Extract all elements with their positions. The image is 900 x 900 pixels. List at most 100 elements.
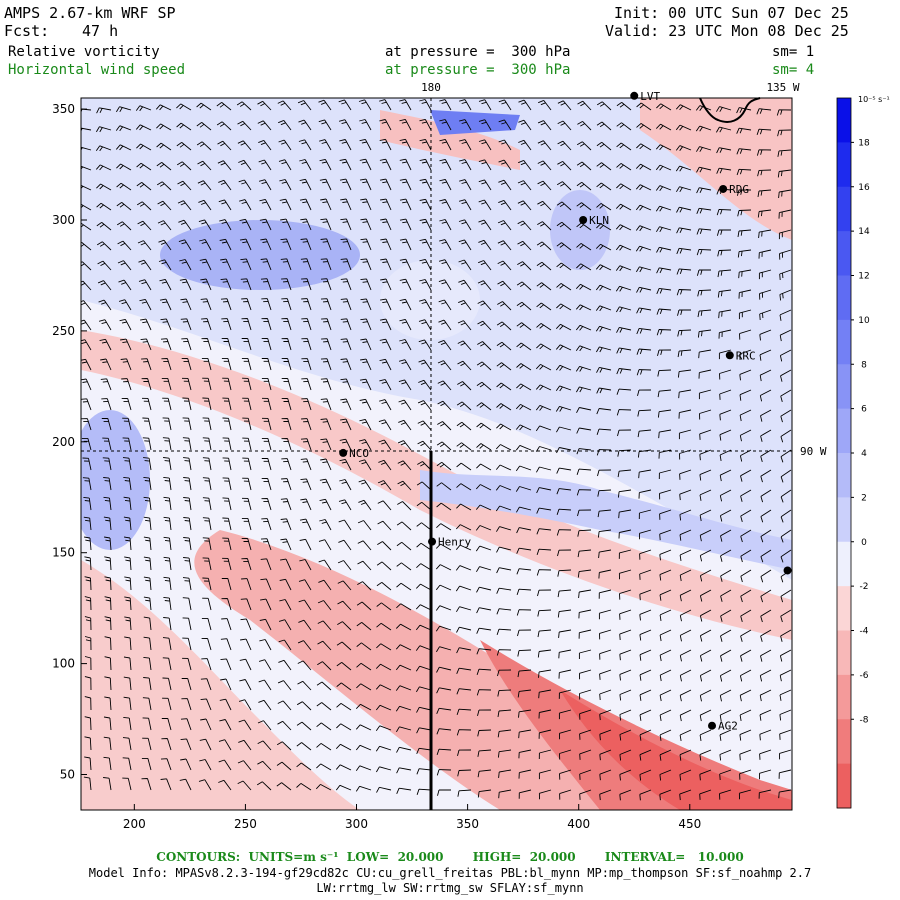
wind-barb (638, 489, 652, 499)
wind-barb (577, 569, 592, 578)
wind-barb (240, 258, 252, 271)
wind-barb (619, 709, 632, 721)
wind-barb (359, 378, 372, 391)
wind-barb (719, 669, 732, 682)
wind-barb (457, 769, 472, 777)
wind-barb (376, 602, 392, 611)
wind-barb (238, 739, 252, 751)
wind-barb (396, 746, 412, 753)
wind-barb (538, 729, 552, 739)
colorbar-swatch (837, 275, 851, 321)
x-tick-label: 200 (123, 817, 146, 831)
wind-barb (556, 508, 572, 515)
wind-barb (437, 380, 452, 391)
wind-barb (399, 118, 412, 131)
wind-barb (356, 601, 372, 611)
wind-barb (558, 709, 572, 720)
colorbar-swatch (837, 186, 851, 232)
wind-barb (180, 718, 192, 731)
wind-barb (277, 680, 292, 691)
wind-barb (457, 320, 472, 331)
wind-barb (277, 700, 292, 711)
wind-barb (241, 578, 252, 591)
wind-barb (458, 299, 472, 311)
wind-barb (300, 498, 312, 511)
wind-barb (376, 561, 392, 571)
wind-barb (181, 698, 192, 711)
wind-barb (281, 378, 292, 391)
wind-barb (737, 229, 752, 237)
wind-barb (104, 696, 112, 711)
wind-barb (299, 159, 312, 171)
colorbar-swatch (837, 586, 851, 631)
x-tick-label: 450 (678, 817, 701, 831)
wind-barb (280, 498, 292, 511)
wind-barb (399, 278, 412, 291)
wind-barb (518, 159, 532, 171)
wind-barb (599, 669, 612, 680)
wind-barb (716, 229, 732, 236)
wind-barb (699, 469, 712, 481)
wind-barb (578, 589, 592, 599)
wind-barb (659, 689, 672, 702)
wind-barb (518, 119, 532, 131)
wind-barb (241, 338, 252, 351)
wind-barb (376, 766, 392, 773)
wind-barb (537, 649, 552, 658)
wind-barb (279, 198, 292, 211)
wind-barb (478, 159, 492, 171)
wind-barb (301, 278, 312, 291)
wind-barb (496, 321, 512, 331)
wind-barb (338, 119, 352, 131)
wind-barb (120, 338, 132, 351)
wind-barb (655, 164, 672, 171)
wind-barb (698, 349, 712, 359)
wind-barb (163, 496, 172, 511)
wind-barb (639, 789, 652, 801)
wind-barb (699, 649, 712, 662)
wind-barb (181, 358, 192, 371)
wind-barb (124, 636, 132, 651)
wind-barb (699, 749, 712, 761)
wind-barb (439, 99, 452, 111)
wind-barb (242, 457, 252, 471)
wind-barb (656, 226, 672, 233)
valid-time: Valid: 23 UTC Mon 08 Dec 25 (605, 22, 849, 40)
wind-barb (636, 266, 652, 273)
wind-barb (340, 218, 352, 231)
wind-barb (699, 629, 712, 642)
wind-barb (136, 162, 152, 171)
wind-barb (737, 249, 752, 258)
wind-barb (639, 689, 652, 701)
wind-barb (200, 698, 212, 711)
wind-barb (639, 549, 652, 560)
wind-barb (319, 519, 332, 531)
wind-barb (196, 122, 212, 131)
wind-barb (779, 749, 792, 760)
wind-barb (579, 689, 592, 700)
wind-barb (415, 645, 432, 651)
wind-barb (200, 298, 212, 311)
wind-barb (677, 369, 692, 378)
wind-barb (478, 260, 492, 271)
wind-barb (258, 699, 272, 711)
wind-barb (436, 646, 452, 653)
wind-barb (299, 518, 312, 531)
wind-barb (156, 123, 172, 131)
wind-barb (103, 736, 112, 751)
wind-barb (516, 322, 532, 331)
wind-barb (378, 459, 392, 471)
wind-barb (719, 469, 732, 482)
stations: LVT RDG KLN RRC NCO Henry AG2 (339, 90, 792, 733)
wind-barb (337, 600, 352, 611)
wind-barb (536, 261, 552, 271)
wind-barb (198, 779, 212, 791)
wind-barb (338, 539, 352, 551)
wind-barb (396, 582, 412, 591)
wind-barb (518, 749, 532, 759)
wind-barb (116, 182, 132, 191)
wind-barb (576, 468, 592, 475)
wind-barb (437, 360, 452, 371)
wind-barb (577, 100, 592, 111)
wind-barb (142, 737, 152, 751)
